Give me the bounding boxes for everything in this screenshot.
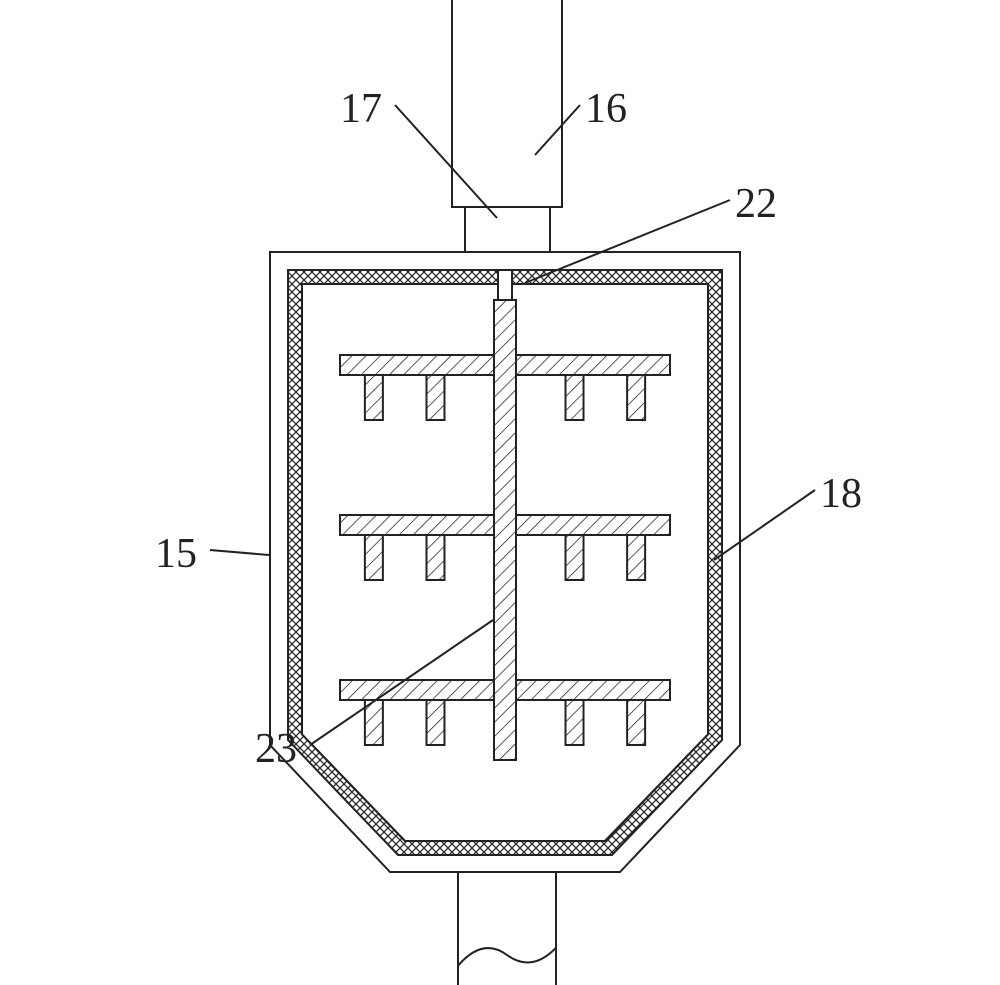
arm <box>340 680 494 700</box>
leader-15 <box>210 550 269 555</box>
arm-tee <box>627 535 645 580</box>
arm-tee <box>566 535 584 580</box>
arm-tee <box>426 700 444 745</box>
arm-tee <box>426 535 444 580</box>
shaft <box>494 300 516 760</box>
arm <box>340 355 494 375</box>
arm-tee <box>627 700 645 745</box>
arm-tee <box>426 375 444 420</box>
arm-tee <box>365 535 383 580</box>
label-22: 22 <box>735 180 777 228</box>
arm <box>340 515 494 535</box>
shaft-stub <box>498 270 512 300</box>
arm <box>516 355 670 375</box>
arm <box>516 680 670 700</box>
arm-tee <box>365 375 383 420</box>
label-17: 17 <box>340 85 382 133</box>
label-15: 15 <box>155 530 197 578</box>
arm-tee <box>566 375 584 420</box>
label-18: 18 <box>820 470 862 518</box>
label-23: 23 <box>255 725 297 773</box>
arm <box>516 515 670 535</box>
neck <box>465 207 550 252</box>
label-16: 16 <box>585 85 627 133</box>
arm-tee <box>627 375 645 420</box>
inlet-tube <box>452 0 562 207</box>
arm-tee <box>566 700 584 745</box>
outlet-break <box>458 948 556 966</box>
